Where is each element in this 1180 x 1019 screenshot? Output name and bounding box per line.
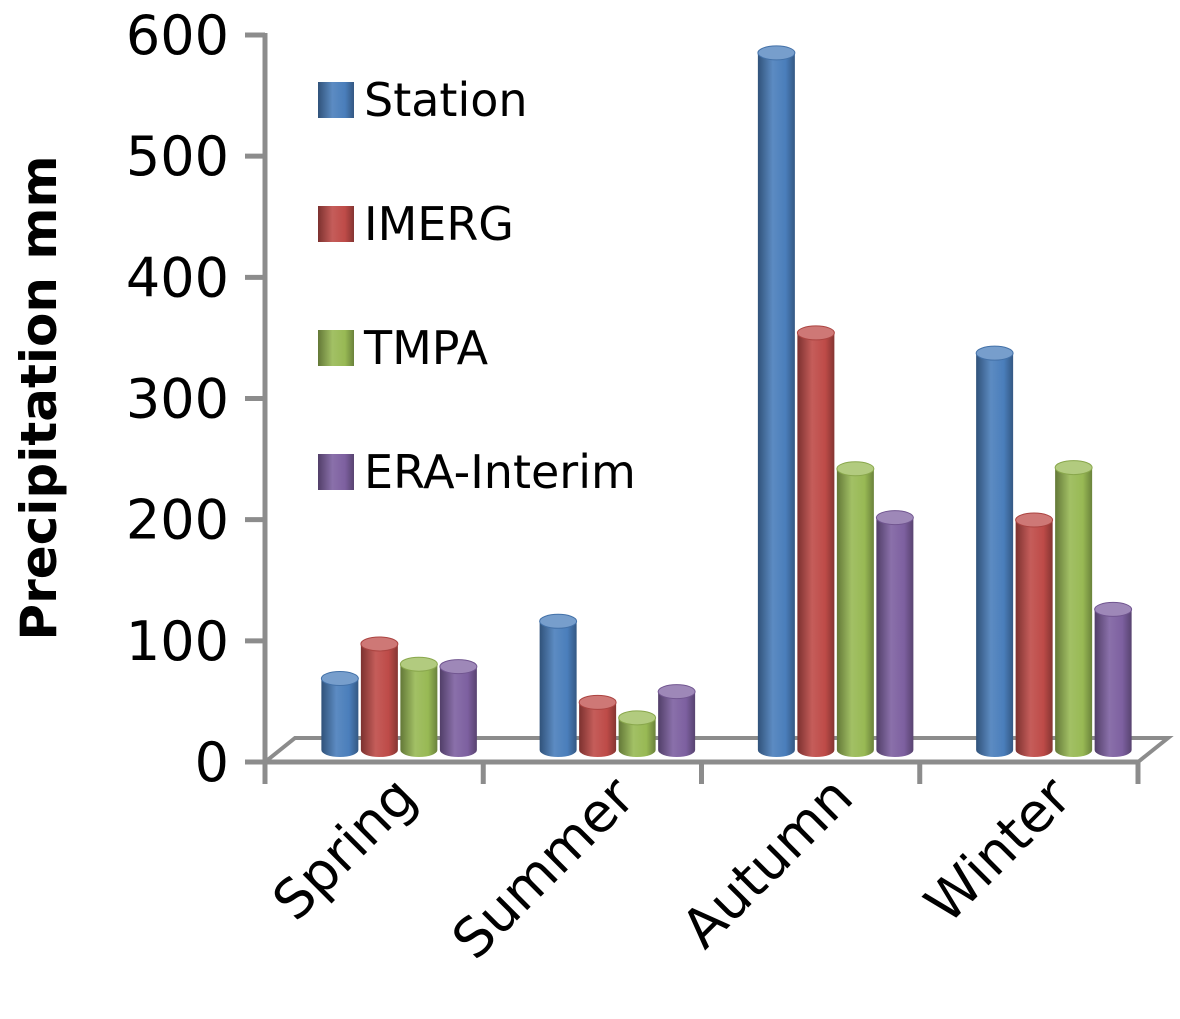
bar <box>875 510 914 757</box>
bar <box>618 710 657 757</box>
bar <box>360 636 399 757</box>
legend-swatch <box>318 82 354 118</box>
legend-swatch <box>318 206 354 242</box>
legend-label: ERA-Interim <box>364 445 636 499</box>
x-category-label: Winter <box>913 764 1084 935</box>
y-tick-label: 300 <box>126 368 229 431</box>
legend-item: TMPA <box>318 321 489 375</box>
legend-item: IMERG <box>318 197 514 251</box>
axes <box>245 32 1141 784</box>
legend: Station IMERG TMPA ERA-Interim <box>318 73 636 499</box>
bar <box>1015 512 1054 757</box>
bars <box>320 45 1133 757</box>
legend-item: Station <box>318 73 528 127</box>
bar <box>439 659 478 757</box>
y-axis-title: Precipitation mm <box>10 155 68 640</box>
legend-label: Station <box>364 73 528 127</box>
y-tick-label: 0 <box>195 731 229 794</box>
y-tick-label: 100 <box>126 610 229 673</box>
bar <box>657 684 696 757</box>
bar <box>836 461 875 757</box>
y-tick-label: 400 <box>126 246 229 309</box>
y-tick-label: 600 <box>126 4 229 67</box>
legend-label: TMPA <box>363 321 489 375</box>
legend-item: ERA-Interim <box>318 445 636 499</box>
bar <box>539 613 578 757</box>
legend-swatch <box>318 330 354 366</box>
bar <box>399 656 438 757</box>
legend-label: IMERG <box>364 197 514 251</box>
bar <box>320 671 359 757</box>
x-category-label: Summer <box>440 764 647 971</box>
x-category-label: Autumn <box>669 765 864 960</box>
y-tick-label: 500 <box>126 125 229 188</box>
bar <box>796 325 835 757</box>
bar <box>1094 601 1133 757</box>
legend-swatch <box>318 454 354 490</box>
y-tick-label: 200 <box>126 489 229 552</box>
bar <box>757 45 796 757</box>
bar <box>578 694 617 757</box>
bar <box>975 345 1014 757</box>
bar <box>1054 460 1093 757</box>
x-category-label: Spring <box>261 765 429 933</box>
